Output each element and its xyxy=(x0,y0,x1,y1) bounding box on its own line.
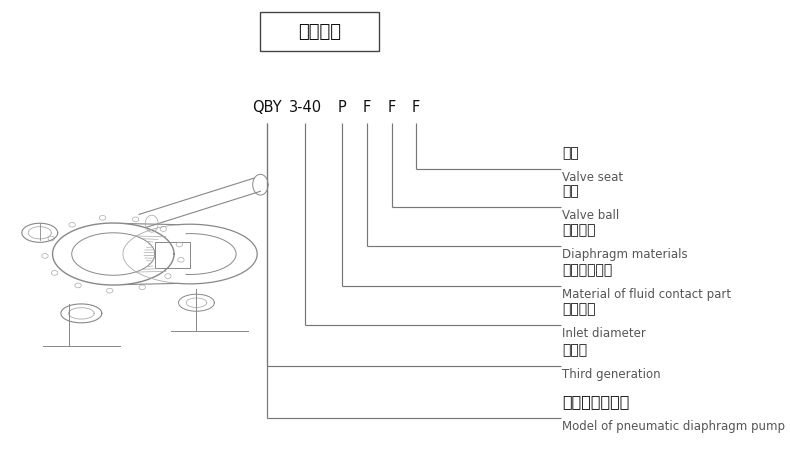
Text: 阀球: 阀球 xyxy=(562,184,579,198)
Text: QBY: QBY xyxy=(252,100,281,115)
Text: Third generation: Third generation xyxy=(562,368,661,381)
Text: 第三代: 第三代 xyxy=(562,343,588,358)
Text: 3-40: 3-40 xyxy=(288,100,322,115)
Text: 过流部件材质: 过流部件材质 xyxy=(562,263,612,277)
Text: 阀座: 阀座 xyxy=(562,146,579,161)
Text: F: F xyxy=(412,100,420,115)
Text: P: P xyxy=(337,100,346,115)
Text: F: F xyxy=(387,100,396,115)
Text: Material of fluid contact part: Material of fluid contact part xyxy=(562,288,732,301)
Text: 型号说明: 型号说明 xyxy=(298,23,341,40)
Text: Inlet diameter: Inlet diameter xyxy=(562,327,646,340)
Text: Diaphragm materials: Diaphragm materials xyxy=(562,248,688,261)
Text: Valve seat: Valve seat xyxy=(562,171,623,184)
Bar xyxy=(261,12,378,51)
Bar xyxy=(155,242,190,268)
Text: F: F xyxy=(363,100,371,115)
Text: 隔膜材质: 隔膜材质 xyxy=(562,223,596,237)
Text: 进料口径: 进料口径 xyxy=(562,303,596,316)
Text: Model of pneumatic diaphragm pump: Model of pneumatic diaphragm pump xyxy=(562,420,785,433)
Text: 气动隔膜泵型号: 气动隔膜泵型号 xyxy=(562,394,630,409)
Text: Valve ball: Valve ball xyxy=(562,209,619,222)
